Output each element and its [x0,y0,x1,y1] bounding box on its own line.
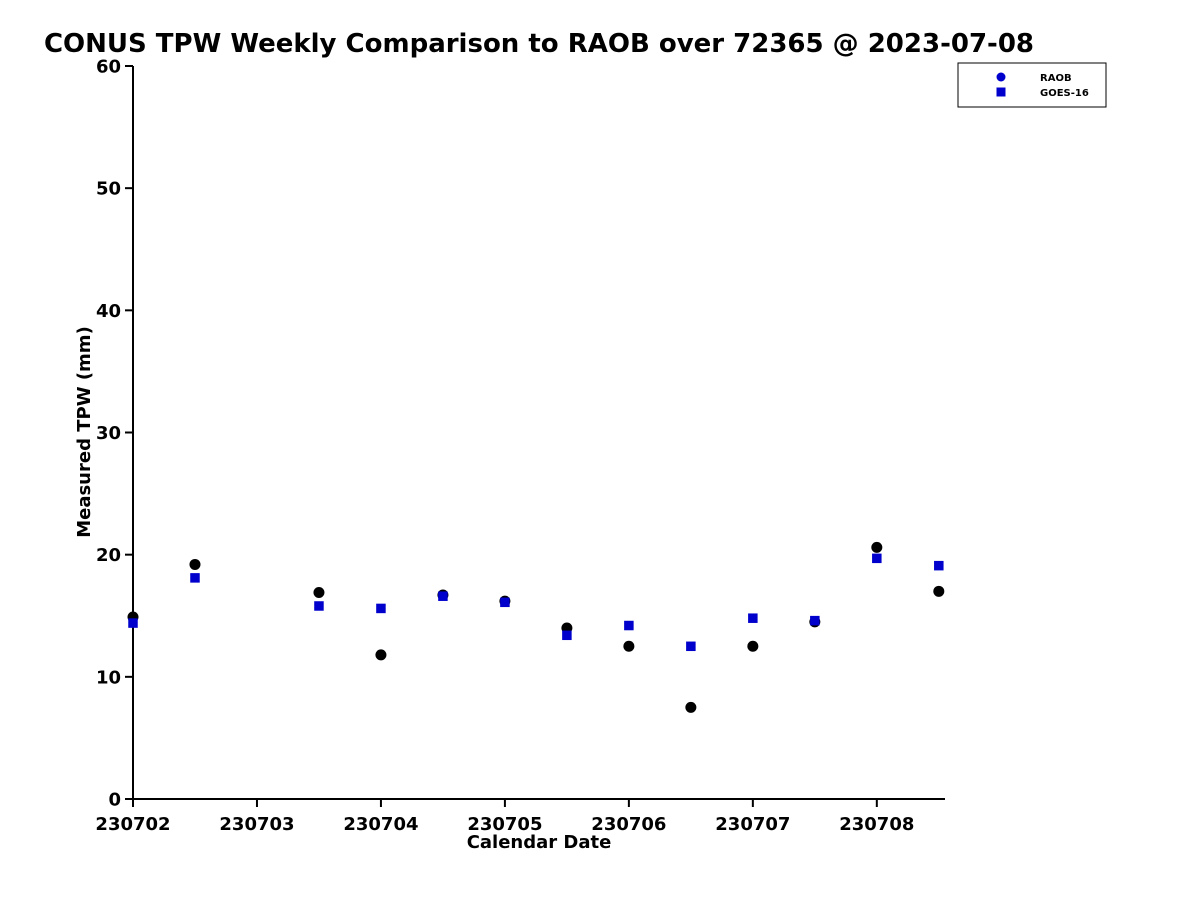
data-point-raob [747,640,759,652]
data-point-goes-16 [686,641,696,652]
x-tick-label: 230705 [467,814,542,835]
y-tick-label: 10 [96,667,121,688]
data-point-raob [189,558,201,570]
legend: RAOB GOES-16 [957,62,1107,108]
x-tick-label: 230706 [591,814,666,835]
data-point-goes-16 [810,615,820,626]
legend-goes16-label: GOES-16 [1040,88,1089,99]
y-tick-label: 40 [96,301,121,322]
x-tick-label: 230703 [219,814,294,835]
data-point-goes-16 [624,620,634,631]
y-tick-label: 50 [96,179,121,200]
x-tick-label: 230702 [95,814,170,835]
axes: 0 10 20 30 40 50 60 230702 230703 230704 230705 230… [95,57,945,835]
data-point-goes-16 [376,603,386,614]
legend-box [957,62,1107,108]
y-axis-label: Measured TPW (mm) [74,326,95,538]
y-tick-label: 30 [96,423,121,444]
data-point-raob [685,701,697,713]
data-point-raob [375,649,387,661]
data-point-goes-16 [128,618,138,628]
data-point-goes-16 [500,597,510,608]
legend-raob-marker-icon [996,72,1006,82]
x-tick-label: 230707 [715,814,790,835]
y-tick-label: 0 [108,790,121,811]
x-tick-label: 230708 [839,814,914,835]
data-point-goes-16 [934,560,944,571]
data-point-goes-16 [438,591,448,601]
y-tick-label: 20 [96,545,121,566]
data-point-goes-16 [872,553,882,564]
chart-title: CONUS TPW Weekly Comparison to RAOB over… [44,29,1034,59]
y-tick-label: 60 [96,57,121,78]
data-point-raob [313,587,325,599]
x-axis-label: Calendar Date [467,832,612,853]
data-point-goes-16 [190,573,200,583]
data-point-goes-16 [562,630,572,641]
data-point-raob [623,640,635,652]
data-point-goes-16 [314,601,324,611]
data-points [127,541,945,713]
x-tick-label: 230704 [343,814,418,835]
legend-goes16-marker-icon [996,87,1006,97]
legend-raob-label: RAOB [1040,73,1072,84]
data-point-raob [933,585,945,597]
data-point-goes-16 [748,613,758,623]
data-point-raob [871,541,883,553]
